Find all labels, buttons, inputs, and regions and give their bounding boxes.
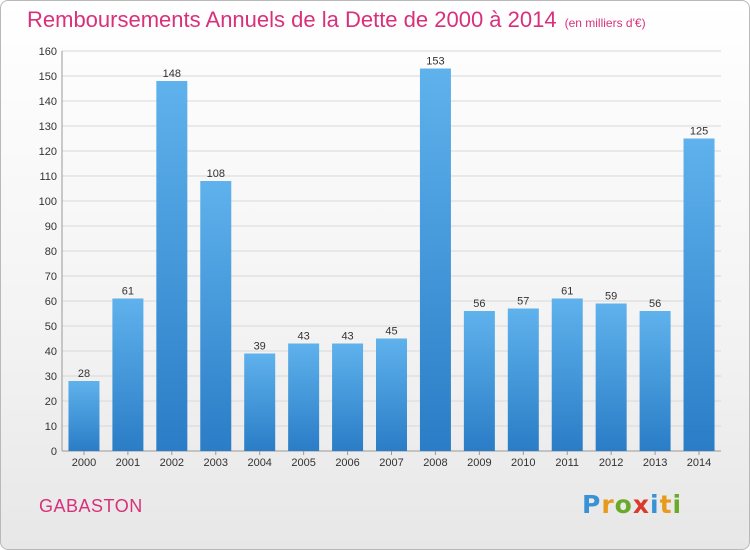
data-label-2010: 57 <box>517 296 529 308</box>
x-tick-label: 2001 <box>116 457 140 469</box>
y-tick-label: 110 <box>39 171 57 183</box>
data-label-2012: 59 <box>605 291 617 303</box>
data-label-2009: 56 <box>473 298 485 310</box>
data-label-2011: 61 <box>561 286 573 298</box>
x-tick-label: 2000 <box>72 457 96 469</box>
bar-2003 <box>200 181 232 451</box>
y-tick-label: 80 <box>45 246 57 258</box>
chart-subtitle: (en milliers d'€) <box>564 16 646 30</box>
data-label-2013: 56 <box>649 298 661 310</box>
x-tick-label: 2008 <box>423 457 447 469</box>
x-tick-label: 2013 <box>643 457 667 469</box>
bar-2002 <box>156 81 188 451</box>
y-tick-label: 10 <box>45 421 57 433</box>
y-tick-label: 160 <box>39 46 57 58</box>
data-label-2007: 45 <box>385 326 397 338</box>
y-tick-label: 40 <box>45 346 57 358</box>
proxiti-logo: Proxiti <box>582 490 683 519</box>
y-tick-label: 150 <box>39 71 57 83</box>
y-tick-label: 100 <box>39 196 57 208</box>
x-tick-label: 2014 <box>687 457 711 469</box>
y-tick-label: 70 <box>45 271 57 283</box>
data-label-2008: 153 <box>426 56 444 68</box>
y-tick-label: 60 <box>45 296 57 308</box>
x-tick-label: 2007 <box>379 457 403 469</box>
bar-2010 <box>507 308 539 451</box>
chart-title: Remboursements Annuels de la Dette de 20… <box>27 7 646 33</box>
bar-layer <box>68 68 715 451</box>
bar-2008 <box>419 68 451 451</box>
bar-2006 <box>332 343 364 451</box>
x-tick-label: 2006 <box>335 457 359 469</box>
bar-2011 <box>551 298 583 451</box>
x-tick-label: 2003 <box>204 457 228 469</box>
bar-2001 <box>112 298 144 451</box>
y-tick-label: 90 <box>45 221 57 233</box>
y-tick-label: 30 <box>45 371 57 383</box>
data-label-2002: 148 <box>163 68 181 80</box>
bar-2000 <box>68 381 100 451</box>
bar-2004 <box>244 353 276 451</box>
data-label-2001: 61 <box>122 286 134 298</box>
x-tick-label: 2009 <box>467 457 491 469</box>
x-tick-label: 2004 <box>247 457 271 469</box>
y-tick-label: 20 <box>45 396 57 408</box>
x-tick-label: 2005 <box>291 457 315 469</box>
bar-2005 <box>288 343 320 451</box>
bar-2009 <box>463 311 495 451</box>
bar-2014 <box>683 138 715 451</box>
data-label-2006: 43 <box>341 331 353 343</box>
y-tick-label: 50 <box>45 321 57 333</box>
data-label-2014: 125 <box>690 126 708 138</box>
bar-2013 <box>639 311 671 451</box>
x-tick-label: 2002 <box>160 457 184 469</box>
y-tick-label: 140 <box>39 96 57 108</box>
x-tick-label: 2010 <box>511 457 535 469</box>
data-label-2000: 28 <box>78 368 90 380</box>
data-label-2003: 108 <box>207 168 225 180</box>
y-tick-label: 130 <box>39 121 57 133</box>
y-tick-label: 120 <box>39 146 57 158</box>
bar-2012 <box>595 303 627 451</box>
label-layer: 0 10 20 30 40 50 60 70 80 90 100 110 120 130 140 150 160… <box>39 46 712 469</box>
x-tick-label: 2012 <box>599 457 623 469</box>
y-tick-label: 0 <box>51 446 57 458</box>
bar-2007 <box>376 338 407 451</box>
x-tick-label: 2011 <box>555 457 579 469</box>
chart-title-text: Remboursements Annuels de la Dette de 20… <box>27 7 557 32</box>
data-label-2005: 43 <box>298 331 310 343</box>
data-label-2004: 39 <box>254 341 266 353</box>
commune-name: GABASTON <box>39 496 143 516</box>
